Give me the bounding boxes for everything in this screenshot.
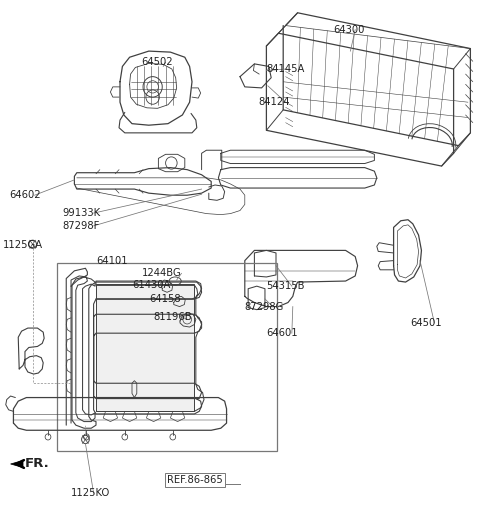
Text: 54315B: 54315B — [266, 281, 305, 291]
Text: 64501: 64501 — [410, 318, 442, 328]
Text: 1244BG: 1244BG — [142, 268, 181, 278]
Text: 84145A: 84145A — [266, 64, 305, 74]
Text: 1125KO: 1125KO — [71, 488, 110, 498]
Text: 1125GA: 1125GA — [2, 240, 43, 250]
Text: 64502: 64502 — [142, 57, 173, 67]
Text: 64601: 64601 — [266, 328, 298, 338]
Text: 64300: 64300 — [334, 25, 365, 35]
Text: 87298F: 87298F — [62, 221, 100, 231]
Text: 87298G: 87298G — [245, 301, 284, 312]
Bar — [57, 263, 277, 451]
Text: 99133K: 99133K — [62, 208, 100, 218]
Text: 61430A: 61430A — [132, 280, 170, 290]
Polygon shape — [11, 460, 23, 468]
Text: 84124: 84124 — [258, 97, 290, 107]
Bar — [96, 284, 194, 411]
Text: 64158: 64158 — [149, 294, 180, 304]
Text: 64602: 64602 — [10, 190, 41, 200]
Text: 64101: 64101 — [96, 256, 128, 266]
Text: 81196B: 81196B — [154, 312, 192, 322]
Text: REF.86-865: REF.86-865 — [167, 475, 223, 485]
Text: FR.: FR. — [25, 457, 50, 471]
